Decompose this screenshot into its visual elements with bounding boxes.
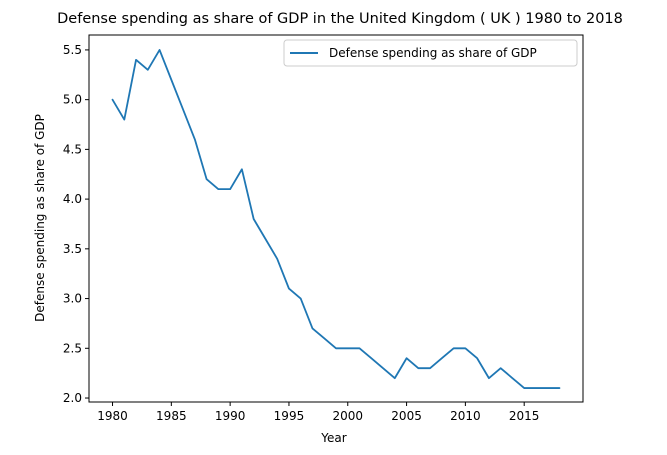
- y-tick-label: 2.5: [63, 341, 82, 355]
- legend-label: Defense spending as share of GDP: [329, 46, 537, 60]
- y-axis: 2.0 2.5 3.0 3.5 4.0 4.5 5.0 5.5: [63, 43, 89, 405]
- x-tick-label: 2015: [509, 409, 540, 423]
- plot-area: 1980 1985 1990 1995 2000 2005 2010 2015 2.0 2.5 3…: [63, 34, 584, 423]
- y-tick-label: 5.0: [63, 93, 82, 107]
- y-tick-label: 2.0: [63, 391, 82, 405]
- x-axis: 1980 1985 1990 1995 2000 2005 2010 2015: [97, 402, 539, 423]
- x-axis-label: Year: [320, 431, 346, 445]
- x-tick-label: 2000: [332, 409, 363, 423]
- series-line: [111, 49, 561, 389]
- x-tick-label: 2010: [450, 409, 481, 423]
- y-tick-label: 3.0: [63, 292, 82, 306]
- x-tick-label: 1995: [274, 409, 305, 423]
- plot-frame: [88, 34, 584, 403]
- legend-box: [283, 39, 578, 67]
- x-tick-label: 1980: [97, 409, 128, 423]
- legend: Defense spending as share of GDP: [283, 39, 578, 67]
- y-tick-label: 4.0: [63, 192, 82, 206]
- x-tick-label: 1990: [215, 409, 246, 423]
- x-tick-label: 1985: [156, 409, 187, 423]
- y-axis-label: Defense spending as share of GDP: [33, 114, 47, 322]
- x-tick-label: 2005: [391, 409, 422, 423]
- chart-title: Defense spending as share of GDP in the …: [57, 11, 623, 27]
- y-tick-label: 3.5: [63, 242, 82, 256]
- y-tick-label: 5.5: [63, 43, 82, 57]
- series-group: [111, 49, 561, 389]
- y-tick-label: 4.5: [63, 142, 82, 156]
